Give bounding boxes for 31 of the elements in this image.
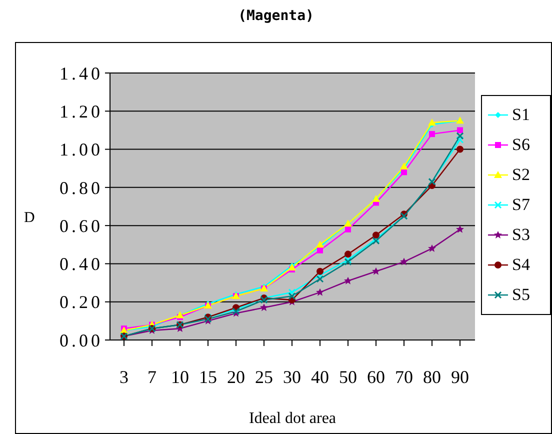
x-tick-label: 30 xyxy=(283,366,301,387)
x-tick-label: 20 xyxy=(227,366,245,387)
y-tick-label: 0.40 xyxy=(60,254,103,274)
x-tick-label: 90 xyxy=(451,366,469,387)
x-tick-label: 7 xyxy=(148,366,156,387)
chart-title: (Magenta) xyxy=(237,8,315,24)
legend-label: S3 xyxy=(512,225,530,245)
x-tick-label: 10 xyxy=(171,366,189,387)
x-tick-label: 3 xyxy=(120,366,128,387)
y-tick-label: 1.20 xyxy=(60,102,103,122)
legend-label: S5 xyxy=(512,285,530,305)
x-tick-label: 25 xyxy=(255,366,273,387)
y-axis-title: D xyxy=(24,210,35,227)
legend-label: S7 xyxy=(512,195,530,215)
x-tick-label: 50 xyxy=(339,366,357,387)
x-tick-label: 60 xyxy=(367,366,385,387)
legend-label: S4 xyxy=(512,255,530,275)
y-tick-label: 1.40 xyxy=(60,63,103,84)
x-tick-label: 70 xyxy=(395,366,413,387)
x-tick-label: 80 xyxy=(423,366,441,387)
legend-label: S1 xyxy=(512,105,530,125)
x-axis-title: Ideal dot area xyxy=(248,410,338,428)
legend-label: S6 xyxy=(512,135,530,155)
y-tick-label: 0.00 xyxy=(60,330,103,350)
legend-label: S2 xyxy=(512,165,530,185)
y-tick-label: 1.00 xyxy=(60,140,103,160)
x-tick-label: 15 xyxy=(199,366,217,387)
y-tick-label: 0.20 xyxy=(60,292,103,312)
x-tick-label: 40 xyxy=(311,366,329,387)
y-tick-label: 0.60 xyxy=(60,216,103,236)
y-tick-label: 0.80 xyxy=(60,178,103,198)
